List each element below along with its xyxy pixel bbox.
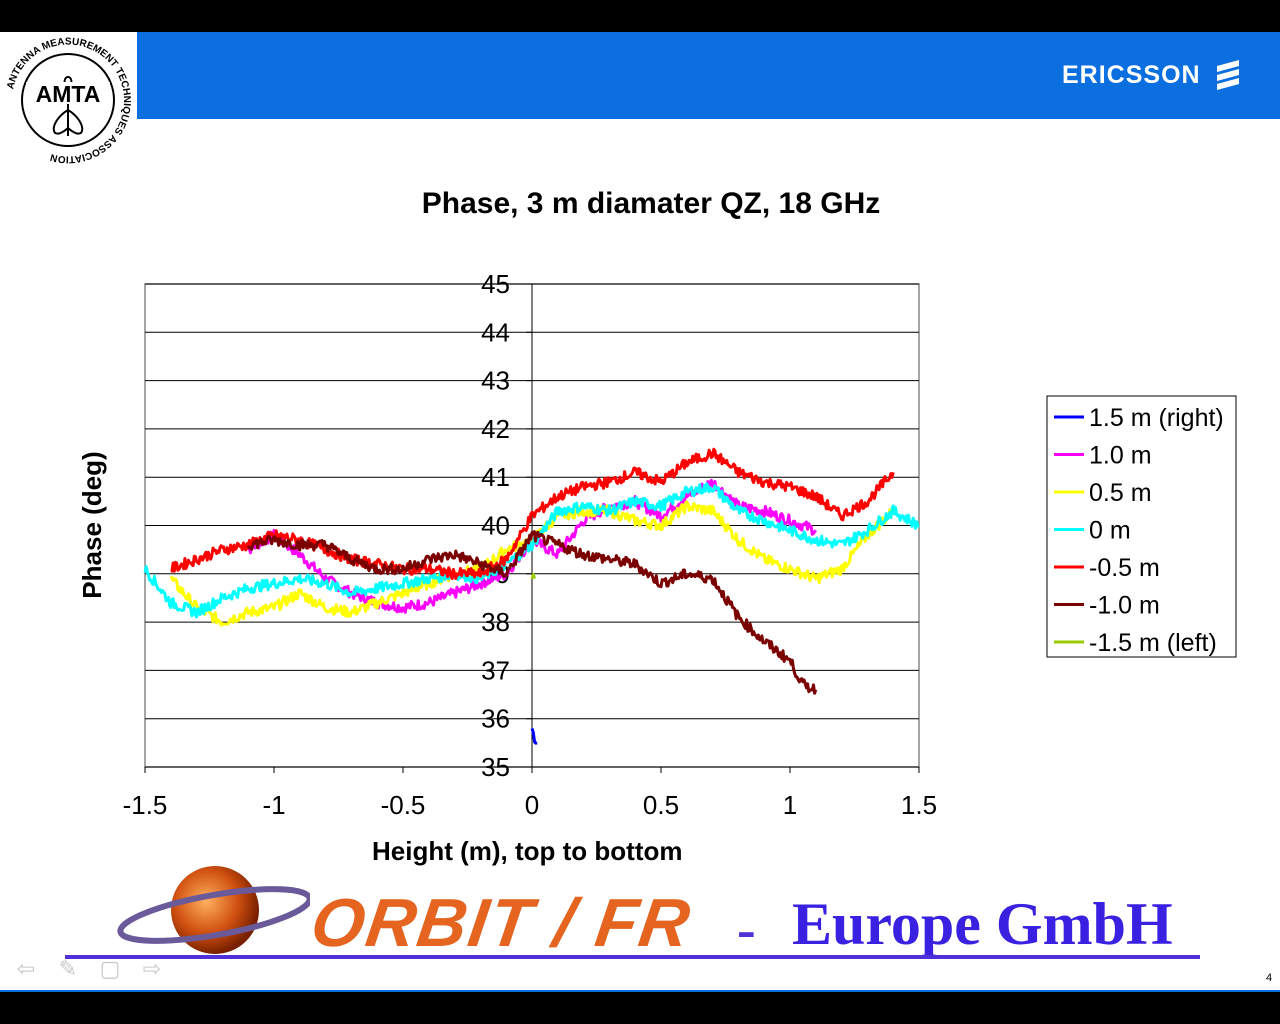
legend-box [1046, 395, 1237, 658]
ericsson-icon [1216, 60, 1239, 90]
x-axis-label: Height (m), top to bottom [372, 836, 682, 866]
x-tick-label: -1.5 [123, 790, 168, 820]
legend-label: 0.5 m [1089, 479, 1152, 507]
y-tick-label: 40 [481, 511, 510, 541]
legend-label: -1.0 m [1089, 592, 1160, 620]
page-number: 4 [1266, 972, 1273, 984]
legend-label: 1.5 m (right) [1089, 404, 1224, 432]
slide-nav: ⇦ ✎ ▢ ⇨ [12, 956, 166, 982]
x-tick-label: 1 [783, 790, 797, 820]
y-tick-label: 45 [481, 269, 510, 299]
ericsson-wordmark: ERICSSON [1062, 60, 1201, 89]
series-line-4 [170, 447, 895, 580]
top-black-bar [0, 0, 1280, 32]
y-tick-label: 43 [481, 366, 510, 396]
arrow-left-icon[interactable]: ⇦ [16, 956, 36, 981]
y-tick-label: 36 [481, 704, 510, 734]
x-tick-label: -0.5 [381, 790, 426, 820]
y-tick-label: 38 [481, 607, 510, 637]
y-tick-label: 42 [481, 414, 510, 444]
chart-legend: 1.5 m (right) 1.0 m 0.5 m 0 m -0.5 m -1.0 m -1… [1046, 395, 1237, 658]
series-line-6 [530, 573, 537, 580]
legend-label: -1.5 m (left) [1089, 629, 1217, 657]
amta-logo: AMTA ANTENNA MEASUREMENT TECHNIQUES ASSO… [0, 32, 137, 169]
amta-text: AMTA [36, 81, 101, 107]
europe-gmbh-text: Europe GmbH [792, 891, 1173, 957]
footer-separator: - [737, 899, 756, 961]
series-line-5 [246, 530, 818, 695]
y-tick-label: 35 [481, 752, 510, 782]
y-axis-label: Phase (deg) [77, 451, 107, 598]
orbit-planet-icon [117, 866, 310, 954]
y-tick-label: 41 [481, 462, 510, 492]
chart-title: Phase, 3 m diamater QZ, 18 GHz [422, 187, 881, 220]
series-line-3 [143, 482, 920, 619]
pen-icon[interactable]: ✎ [58, 956, 78, 981]
orbit-fr-logo: ORBIT / FR [306, 885, 697, 961]
x-tick-label: 0.5 [643, 790, 679, 820]
x-tick-label: -1 [262, 790, 285, 820]
menu-icon[interactable]: ▢ [99, 956, 121, 981]
series-line-0 [530, 728, 538, 745]
legend-label: 0 m [1089, 517, 1131, 545]
y-tick-label: 37 [481, 655, 510, 685]
x-tick-label: 1.5 [901, 790, 937, 820]
x-tick-label: 0 [525, 790, 539, 820]
footer-underline [65, 955, 1200, 959]
header-band [0, 32, 1280, 119]
legend-label: 1.0 m [1089, 442, 1152, 470]
bottom-black-bar [0, 990, 1280, 1024]
arrow-right-icon[interactable]: ⇨ [142, 956, 162, 981]
series-line-2 [169, 500, 895, 627]
ericsson-logo: ERICSSON [1062, 58, 1241, 92]
y-tick-label: 44 [481, 317, 510, 347]
legend-label: -0.5 m [1089, 554, 1160, 582]
